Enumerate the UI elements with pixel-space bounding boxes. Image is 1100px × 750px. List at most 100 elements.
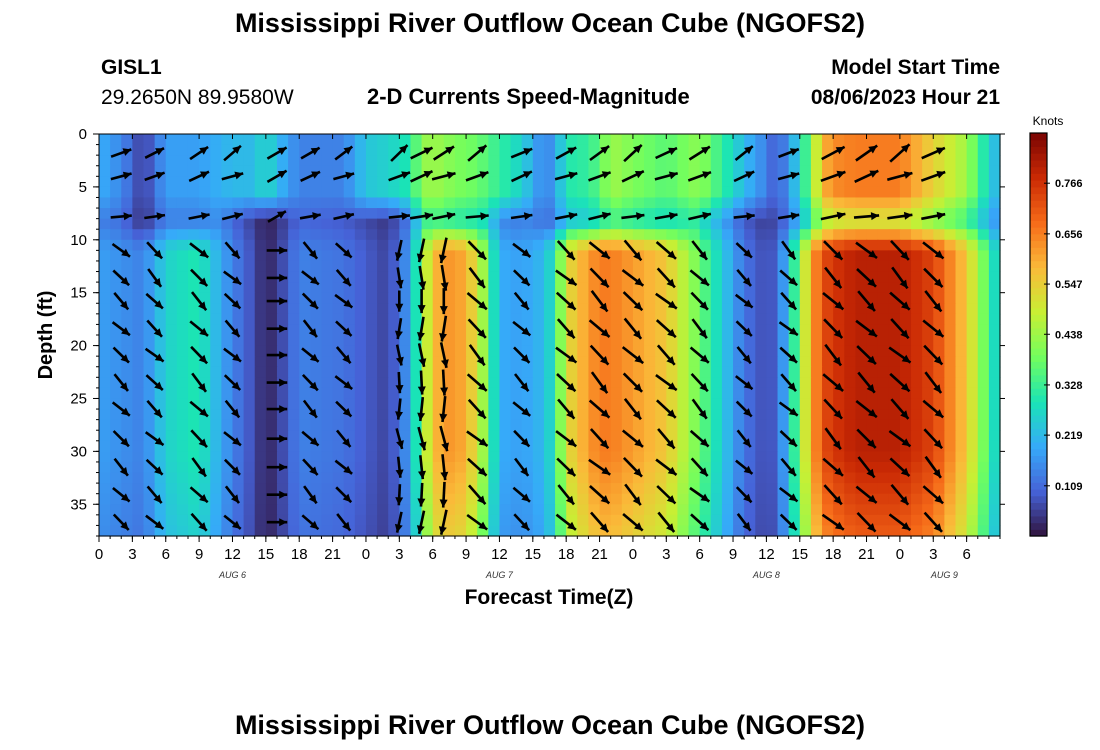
heatmap-cell xyxy=(377,504,389,516)
heatmap-cell xyxy=(588,409,601,421)
heatmap-cell xyxy=(332,229,345,241)
heatmap-cell xyxy=(488,282,501,294)
heatmap-cell xyxy=(543,303,556,315)
current-arrow xyxy=(588,458,611,476)
current-arrow xyxy=(266,273,288,282)
heatmap-cell xyxy=(388,282,400,294)
heatmap-cell xyxy=(677,356,690,368)
heatmap-cell xyxy=(977,409,990,421)
heatmap-cell xyxy=(755,525,767,537)
heatmap-cell xyxy=(799,208,812,220)
colorbar-tick-label: 0.328 xyxy=(1055,380,1083,392)
heatmap-cell xyxy=(165,260,178,273)
heatmap-cell xyxy=(988,409,1001,421)
heatmap-cell xyxy=(977,271,990,283)
model-start-label: Model Start Time xyxy=(831,56,1000,79)
heatmap-cell xyxy=(210,176,222,188)
heatmap-cell xyxy=(855,186,868,199)
colorbar-swatch xyxy=(1030,173,1047,181)
heatmap-cell xyxy=(677,303,690,315)
heatmap-cell xyxy=(265,229,278,241)
heatmap-cell xyxy=(477,186,489,199)
heatmap-cell xyxy=(588,493,601,505)
x-tick-label: 9 xyxy=(729,546,737,563)
heatmap-cell xyxy=(721,525,734,537)
heatmap-cell xyxy=(844,440,856,452)
heatmap-cell xyxy=(99,250,111,262)
current-arrow xyxy=(301,514,320,531)
current-arrow xyxy=(777,212,800,220)
heatmap-cell xyxy=(343,324,356,336)
current-arrow xyxy=(335,400,353,418)
heatmap-cell xyxy=(688,186,701,199)
current-arrow xyxy=(657,511,676,533)
heatmap-cell xyxy=(755,504,767,516)
heatmap-cell xyxy=(655,514,667,527)
heatmap-cell xyxy=(888,419,901,431)
heatmap-cell xyxy=(532,292,545,304)
heatmap-cell xyxy=(632,292,645,304)
heatmap-cell xyxy=(877,250,890,262)
current-arrow xyxy=(221,171,244,181)
heatmap-cell xyxy=(922,472,934,484)
heatmap-cell xyxy=(944,134,957,146)
heatmap-cell xyxy=(443,430,456,442)
heatmap-cell xyxy=(443,440,456,452)
heatmap-cell xyxy=(521,197,534,209)
heatmap-cell xyxy=(288,186,300,199)
heatmap-cell xyxy=(432,282,445,294)
heatmap-cell xyxy=(899,514,912,527)
heatmap-cell xyxy=(799,197,812,209)
colorbar-swatch xyxy=(1030,522,1047,530)
heatmap-cell xyxy=(744,292,756,304)
heatmap-cell xyxy=(454,345,467,357)
heatmap-cell xyxy=(710,419,723,431)
heatmap-cell xyxy=(721,472,734,484)
heatmap-cell xyxy=(877,461,890,474)
heatmap-cell xyxy=(299,409,311,421)
heatmap-cell xyxy=(877,377,890,389)
heatmap-cell xyxy=(377,356,389,368)
heatmap-cell xyxy=(555,366,567,378)
x-tick-label: 12 xyxy=(491,546,508,563)
current-arrow xyxy=(589,344,610,366)
heatmap-cell xyxy=(199,155,211,167)
current-arrow xyxy=(656,485,677,505)
heatmap-cell xyxy=(243,419,256,431)
heatmap-cell xyxy=(110,303,122,315)
heatmap-cell xyxy=(165,134,178,146)
current-arrow xyxy=(147,268,163,288)
heatmap-cell xyxy=(299,155,311,167)
current-arrow xyxy=(622,456,643,478)
heatmap-cell xyxy=(99,186,111,199)
heatmap-cell xyxy=(399,356,412,368)
heatmap-cell xyxy=(232,419,245,431)
heatmap-cell xyxy=(399,366,412,378)
current-arrow xyxy=(466,430,489,447)
heatmap-cell xyxy=(254,155,267,167)
heatmap-cell xyxy=(443,134,456,146)
heatmap-cell xyxy=(610,461,623,474)
heatmap-cell xyxy=(966,472,979,484)
heatmap-cell xyxy=(733,282,745,294)
heatmap-cell xyxy=(610,409,623,421)
heatmap-cell xyxy=(299,377,311,389)
heatmap-cell xyxy=(966,377,979,389)
heatmap-cell xyxy=(588,504,601,516)
heatmap-cell xyxy=(510,461,523,474)
heatmap-cell xyxy=(110,134,122,146)
heatmap-cell xyxy=(321,483,334,495)
current-arrow xyxy=(112,513,130,531)
heatmap-cell xyxy=(788,387,801,400)
heatmap-cell xyxy=(721,186,734,199)
heatmap-cell xyxy=(555,144,567,156)
heatmap-cell xyxy=(276,292,289,304)
heatmap-cell xyxy=(365,260,378,273)
heatmap-cell xyxy=(755,208,767,220)
heatmap-cell xyxy=(944,218,957,230)
heatmap-cell xyxy=(532,514,545,527)
heatmap-cell xyxy=(632,218,645,230)
heatmap-cell xyxy=(599,229,612,241)
heatmap-cell xyxy=(899,483,912,495)
heatmap-cell xyxy=(988,313,1001,326)
